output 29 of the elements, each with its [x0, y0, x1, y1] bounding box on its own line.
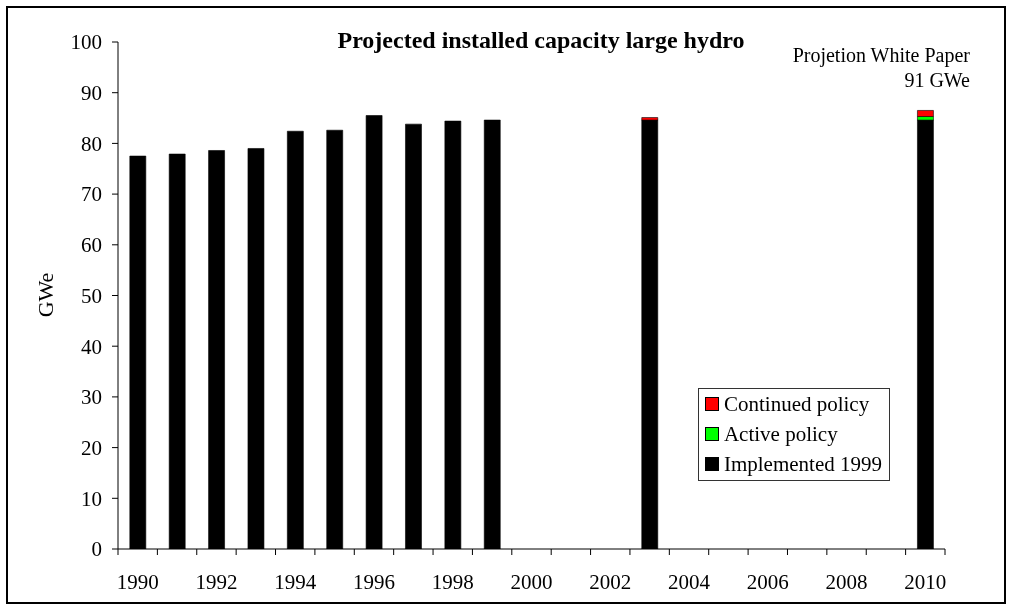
y-tick-label: 40 — [81, 334, 102, 359]
chart-title: Projected installed capacity large hydro — [337, 26, 745, 54]
annotation: Projetion White Paper 91 GWe — [792, 43, 970, 93]
x-tick-label: 1990 — [116, 570, 159, 595]
x-tick-label: 2000 — [510, 570, 553, 595]
y-tick-label: 80 — [81, 131, 102, 156]
legend-label: Active policy — [723, 421, 838, 448]
x-tick-label: 2004 — [668, 570, 711, 595]
y-axis-title: GWe — [33, 272, 58, 318]
x-tick-label: 1998 — [431, 570, 474, 595]
y-tick-label: 30 — [81, 385, 102, 410]
x-tick-label: 2002 — [589, 570, 632, 595]
legend-label: Continued policy — [723, 391, 870, 418]
x-tick-label: 1994 — [274, 570, 317, 595]
x-tick-label: 1996 — [352, 570, 395, 595]
x-tick-label: 1992 — [195, 570, 238, 595]
y-tick-label: 20 — [81, 435, 102, 460]
y-tick-label: 100 — [70, 30, 102, 55]
y-tick-label: 60 — [81, 233, 102, 258]
legend-label: Implemented 1999 — [723, 451, 882, 478]
y-tick-label: 50 — [81, 283, 102, 308]
y-tick-label: 70 — [81, 182, 102, 207]
x-tick-label: 2006 — [746, 570, 789, 595]
bar — [917, 110, 934, 117]
y-tick-label: 0 — [91, 537, 102, 562]
x-tick-label: 2010 — [904, 570, 947, 595]
y-tick-label: 90 — [81, 81, 102, 106]
x-tick-label: 2008 — [825, 570, 868, 595]
y-tick-label: 10 — [81, 486, 102, 511]
